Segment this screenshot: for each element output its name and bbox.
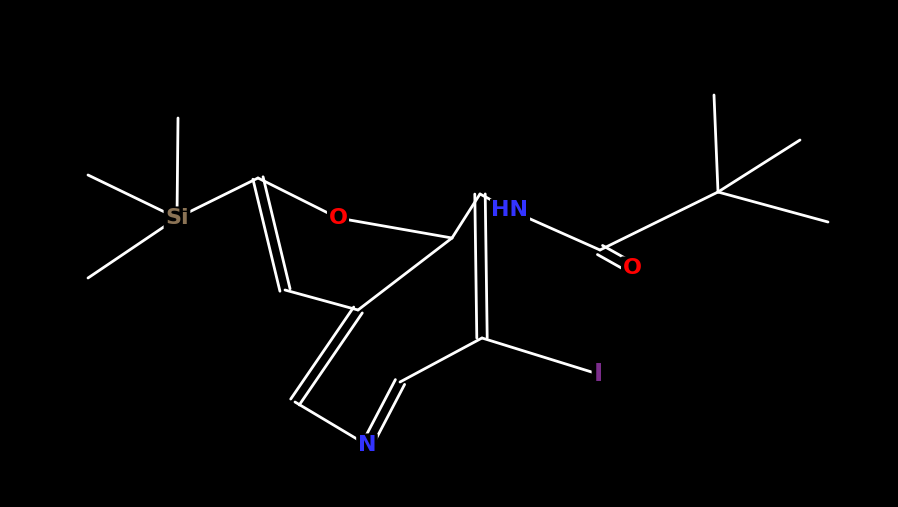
Text: O: O bbox=[329, 208, 348, 228]
Text: N: N bbox=[357, 435, 376, 455]
Text: O: O bbox=[622, 258, 641, 278]
Text: I: I bbox=[594, 362, 603, 386]
Text: Si: Si bbox=[165, 208, 189, 228]
Text: HN: HN bbox=[491, 200, 529, 220]
